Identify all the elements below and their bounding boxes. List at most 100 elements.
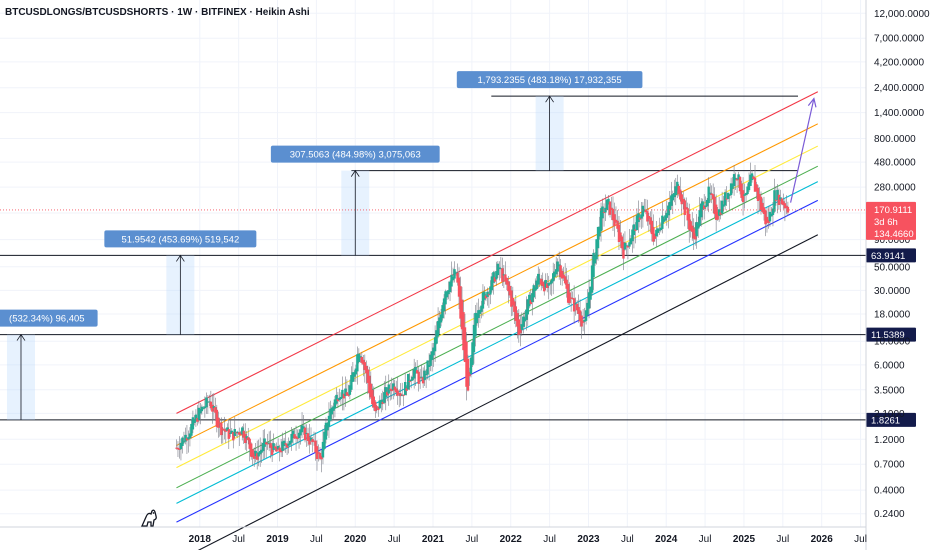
candle-body	[689, 221, 692, 231]
x-tick-label: Jul	[465, 534, 478, 545]
candle-body	[230, 430, 233, 434]
measure-label-0: (532.34%) 96,405	[9, 314, 85, 325]
candle-body	[623, 242, 627, 250]
candle-body	[427, 364, 431, 367]
candle-body	[674, 186, 677, 196]
candle-body	[342, 393, 346, 399]
candle-body	[336, 399, 340, 402]
candle-body	[632, 224, 636, 235]
candle-body	[649, 217, 652, 225]
candle-body	[254, 450, 257, 456]
candle-body	[750, 173, 754, 180]
candle-body	[614, 219, 618, 222]
y-tick-label: 280.0000	[874, 183, 916, 194]
candle-body	[493, 277, 497, 282]
candle-body	[581, 320, 585, 323]
candle-body	[374, 401, 377, 412]
candle-body	[710, 193, 713, 195]
candle-body	[436, 321, 440, 337]
candle-body	[697, 223, 700, 229]
candle-body	[701, 201, 704, 210]
candle-body	[580, 315, 583, 327]
candle-body	[236, 431, 239, 433]
candle-body	[251, 449, 254, 458]
candle-body	[221, 428, 225, 430]
x-tick-label: 2019	[266, 534, 289, 545]
candle-body	[229, 432, 232, 434]
candle-body	[577, 306, 580, 315]
candle-body	[592, 252, 595, 278]
candle-body	[471, 342, 474, 366]
candle-body	[190, 423, 193, 436]
candle-body	[359, 356, 362, 358]
candle-body	[765, 216, 769, 223]
y-tick-label: 7,000.0000	[874, 34, 924, 45]
candle-body	[655, 229, 658, 237]
measure-label-2: 307.5063 (484.98%) 3,075,063	[290, 150, 421, 161]
candle-body	[566, 284, 570, 303]
candle-body	[680, 194, 683, 205]
candle-body	[520, 324, 524, 330]
candle-body	[622, 242, 625, 259]
candle-body	[522, 316, 525, 327]
candle-body	[653, 233, 657, 239]
candle-body	[720, 200, 724, 214]
candle-body	[540, 278, 543, 285]
candle-body	[250, 443, 253, 457]
candle-body	[396, 390, 399, 396]
candle-body	[517, 319, 521, 335]
candle-body	[508, 285, 512, 296]
candle-body	[409, 379, 413, 382]
candle-body	[729, 183, 733, 196]
candle-body	[480, 305, 483, 312]
candle-body	[650, 220, 654, 235]
candle-body	[398, 393, 401, 395]
candle-body	[608, 201, 612, 215]
candle-body	[610, 207, 613, 210]
candle-body	[626, 245, 630, 248]
candle-body	[263, 438, 266, 447]
candle-body	[620, 236, 624, 249]
candle-body	[308, 436, 311, 445]
candle-body	[453, 269, 456, 279]
candle-body	[759, 196, 763, 210]
candle-body	[595, 239, 598, 260]
y-tick-label: 50.0000	[874, 262, 911, 273]
candle-body	[401, 394, 404, 396]
level-price-label: 11.5389	[871, 330, 905, 341]
candle-body	[589, 286, 592, 300]
measure-label-bg-3	[456, 71, 643, 89]
candle-body	[326, 422, 329, 431]
candle-body	[569, 297, 573, 299]
candle-body	[224, 429, 227, 432]
candle-body	[386, 391, 389, 396]
candle-body	[550, 279, 553, 284]
candle-body	[707, 186, 710, 204]
candle-body	[420, 376, 423, 378]
measure-label-1: 51.9542 (453.69%) 519,542	[121, 234, 239, 245]
candle-body	[613, 214, 616, 227]
candle-body	[598, 226, 601, 237]
candle-body	[232, 431, 235, 441]
candle-body	[354, 368, 358, 375]
candle-body	[717, 209, 721, 216]
candle-body	[199, 409, 202, 414]
measure-arrowhead-3	[545, 95, 554, 103]
candle-body	[459, 286, 462, 319]
channel-line-1	[176, 123, 819, 446]
candle-body	[457, 277, 461, 297]
candle-body	[484, 295, 488, 299]
candle-body	[454, 272, 458, 274]
candle-body	[332, 406, 335, 411]
candle-body	[205, 397, 208, 408]
candle-body	[293, 434, 296, 439]
candle-body	[348, 385, 352, 395]
candle-body	[785, 205, 788, 209]
candle-body	[196, 417, 199, 422]
candle-body	[299, 429, 302, 436]
candle-body	[318, 452, 322, 459]
candle-body	[211, 404, 214, 412]
candle-body	[535, 280, 538, 290]
candle-body	[294, 436, 298, 439]
